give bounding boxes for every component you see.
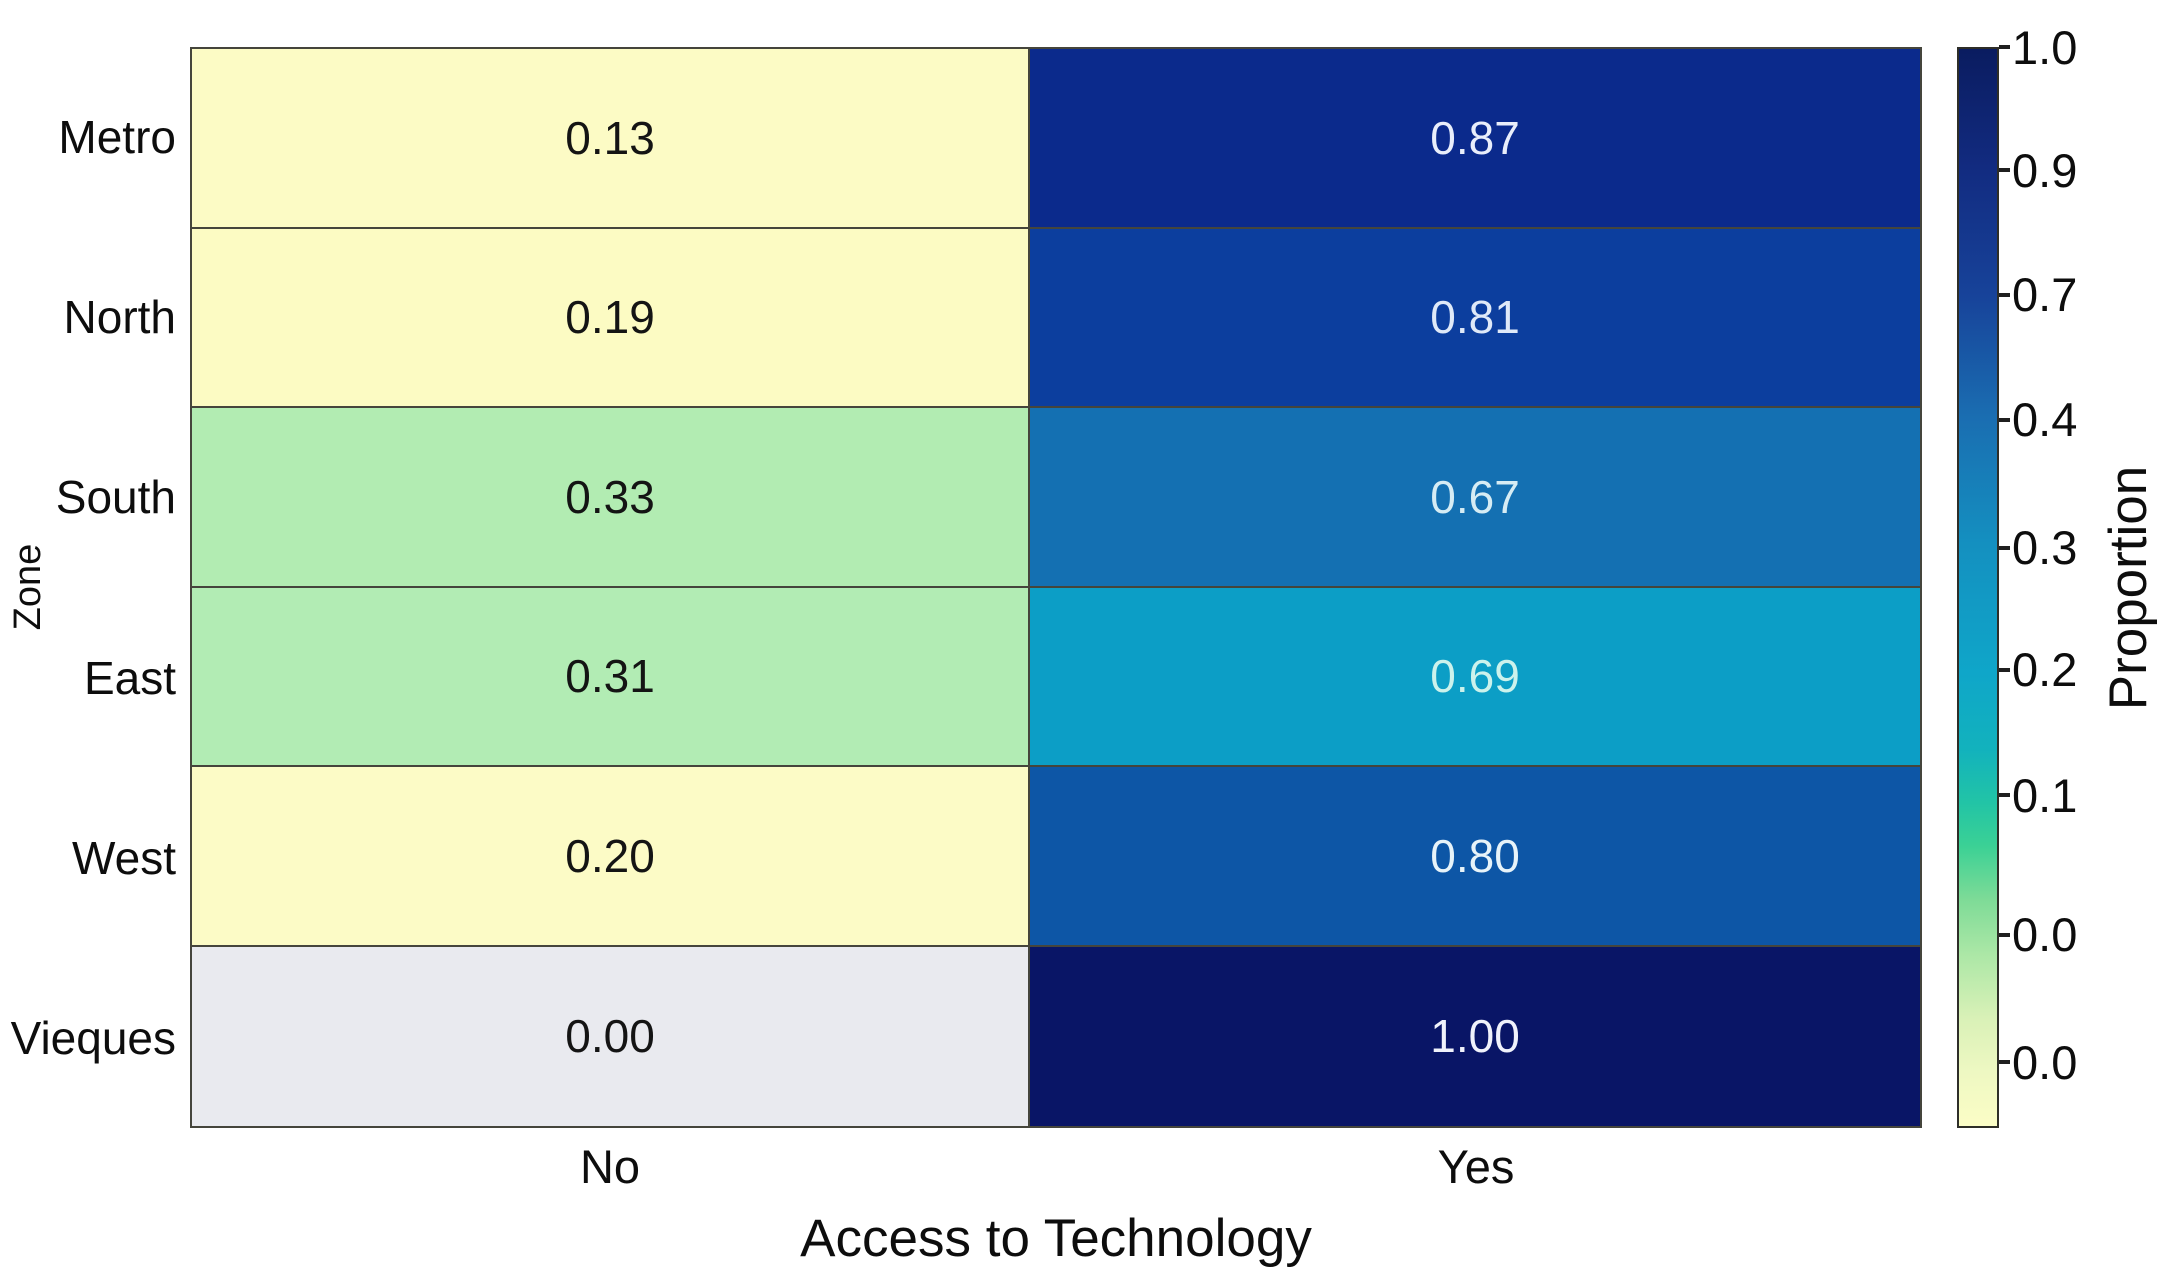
colorbar-tick-mark-3 [1999,417,2010,422]
colorbar-label: Proportion [2098,465,2158,711]
x-tick-no: No [579,1139,641,1193]
colorbar-tick-label-3: 0.4 [2012,393,2078,447]
cell-vieques-no[interactable]: 0.00 [192,946,1031,1126]
x-axis-label: Access to Technology [800,1208,1312,1268]
colorbar-tick-mark-4 [1999,545,2010,550]
y-axis-label: Zone [6,543,49,631]
cell-west-no[interactable]: 0.20 [192,767,1031,947]
colorbar-tick-label-7: 0.0 [2012,908,2078,961]
colorbar-tick-mark-1 [1999,168,2010,173]
x-tick-yes: Yes [1437,1139,1515,1193]
colorbar-gradient [1957,47,1999,1128]
colorbar-tick-label-1: 0.9 [2012,143,2078,197]
colorbar-tick-label-0: 1.0 [2012,20,2078,74]
colorbar-tick-mark-8 [1999,1060,2010,1065]
colorbar-tick-mark-0 [1999,45,2010,49]
colorbar-tick-label-5: 0.2 [2012,643,2078,697]
cell-west-yes[interactable]: 0.80 [1030,767,1920,947]
y-tick-west: West [72,831,176,884]
cell-north-yes[interactable]: 0.81 [1030,228,1920,408]
colorbar-tick-mark-6 [1999,793,2010,798]
y-tick-south: South [55,471,176,524]
heatmap-grid: 0.13 0.87 0.19 0.81 0.33 0.67 0.31 0.69 0.20 0.80… [190,47,1922,1128]
cell-vieques-yes[interactable]: 1.00 [1030,946,1920,1126]
y-tick-metro: Metro [58,111,176,163]
colorbar-tick-label-4: 0.3 [2012,521,2078,574]
cell-east-yes[interactable]: 0.69 [1030,587,1920,767]
cell-metro-yes[interactable]: 0.87 [1030,49,1920,229]
cell-east-no[interactable]: 0.31 [192,587,1031,767]
colorbar-tick-mark-5 [1999,667,2010,672]
cell-metro-no[interactable]: 0.13 [192,49,1031,229]
cell-north-no[interactable]: 0.19 [192,228,1031,408]
colorbar-tick-label-2: 0.7 [2012,268,2078,322]
colorbar-tick-mark-7 [1999,932,2010,937]
y-tick-vieques: Vieques [10,1011,176,1064]
colorbar-tick-label-6: 0.1 [2012,768,2078,822]
colorbar-tick-mark-2 [1999,292,2010,297]
y-tick-east: East [83,651,176,704]
colorbar-tick-label-8: 0.0 [2012,1035,2078,1089]
cell-south-no[interactable]: 0.33 [192,408,1031,588]
cell-south-yes[interactable]: 0.67 [1030,408,1920,588]
y-tick-north: North [63,291,176,344]
